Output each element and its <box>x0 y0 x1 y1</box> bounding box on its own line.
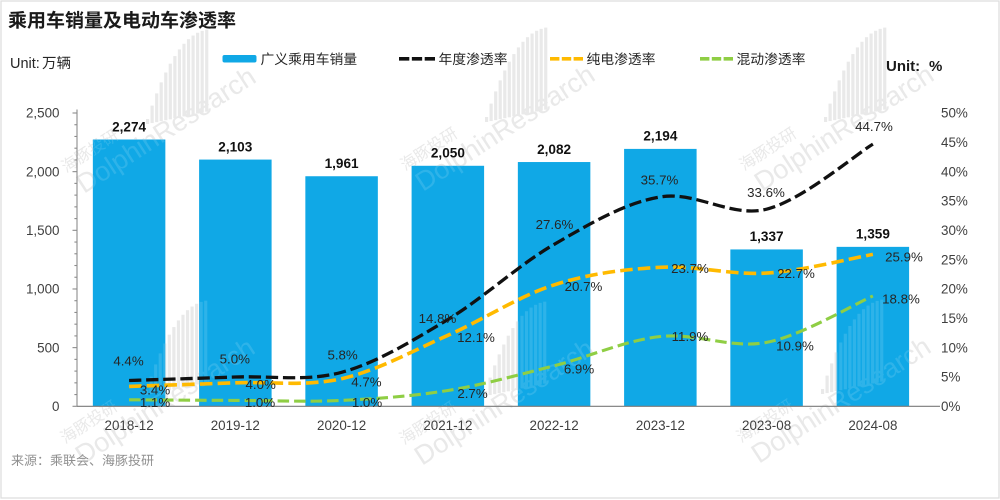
svg-text:25%: 25% <box>941 252 968 267</box>
svg-text:Unit:: Unit: <box>10 56 40 72</box>
svg-text:11.9%: 11.9% <box>672 329 709 344</box>
svg-text:Unit:: Unit: <box>886 58 920 75</box>
svg-text:1.0%: 1.0% <box>245 395 275 410</box>
svg-text:500: 500 <box>37 340 59 355</box>
svg-text:33.6%: 33.6% <box>747 185 785 200</box>
svg-text:2.7%: 2.7% <box>457 386 487 401</box>
svg-text:22.7%: 22.7% <box>777 266 815 281</box>
svg-text:1.1%: 1.1% <box>140 395 170 410</box>
svg-text:1,337: 1,337 <box>750 229 784 244</box>
svg-text:2020-12: 2020-12 <box>317 418 366 433</box>
svg-text:20%: 20% <box>941 282 968 297</box>
svg-text:35%: 35% <box>941 194 968 209</box>
svg-text:27.6%: 27.6% <box>536 217 574 232</box>
svg-text:12.1%: 12.1% <box>457 330 495 345</box>
svg-text:0: 0 <box>52 399 59 414</box>
svg-text:2,274: 2,274 <box>112 119 146 134</box>
svg-text:2,000: 2,000 <box>26 164 60 179</box>
svg-text:5%: 5% <box>941 370 960 385</box>
svg-text:30%: 30% <box>941 223 968 238</box>
svg-text:1,359: 1,359 <box>856 227 890 242</box>
svg-text:1.0%: 1.0% <box>352 395 382 410</box>
svg-text:25.9%: 25.9% <box>885 250 923 265</box>
svg-text:2,103: 2,103 <box>218 139 252 154</box>
svg-text:6.9%: 6.9% <box>564 362 594 377</box>
svg-text:3.4%: 3.4% <box>140 383 170 398</box>
svg-text:%: % <box>929 58 942 75</box>
svg-text:5.0%: 5.0% <box>220 352 250 367</box>
svg-text:2023-12: 2023-12 <box>636 418 685 433</box>
svg-text:44.7%: 44.7% <box>855 119 893 134</box>
svg-text:1,961: 1,961 <box>325 156 359 171</box>
svg-text:15%: 15% <box>941 311 968 326</box>
svg-text:50%: 50% <box>941 106 968 121</box>
svg-text:1,000: 1,000 <box>26 282 60 297</box>
svg-text:40%: 40% <box>941 164 968 179</box>
svg-text:45%: 45% <box>941 135 968 150</box>
svg-text:2022-12: 2022-12 <box>530 418 579 433</box>
svg-text:4.4%: 4.4% <box>113 354 143 369</box>
svg-text:35.7%: 35.7% <box>641 173 679 188</box>
svg-text:2,194: 2,194 <box>643 129 677 144</box>
svg-text:2019-12: 2019-12 <box>211 418 260 433</box>
svg-text:2021-12: 2021-12 <box>423 418 472 433</box>
svg-text:23.7%: 23.7% <box>671 261 709 276</box>
svg-text:5.8%: 5.8% <box>327 348 357 363</box>
svg-text:2018-12: 2018-12 <box>105 418 154 433</box>
svg-text:10.9%: 10.9% <box>776 339 814 354</box>
svg-text:1,500: 1,500 <box>26 223 60 238</box>
svg-text:10%: 10% <box>941 340 968 355</box>
svg-text:2,050: 2,050 <box>431 146 465 161</box>
svg-text:18.8%: 18.8% <box>882 292 920 307</box>
svg-text:2,082: 2,082 <box>537 142 571 157</box>
svg-text:4.7%: 4.7% <box>351 374 381 389</box>
svg-text:14.8%: 14.8% <box>419 311 457 326</box>
svg-text:2024-08: 2024-08 <box>848 418 897 433</box>
svg-text:0%: 0% <box>941 399 960 414</box>
svg-text:4.0%: 4.0% <box>246 377 276 392</box>
svg-text:2,500: 2,500 <box>26 106 60 121</box>
svg-text:20.7%: 20.7% <box>565 279 603 294</box>
svg-text:2023-08: 2023-08 <box>742 418 791 433</box>
